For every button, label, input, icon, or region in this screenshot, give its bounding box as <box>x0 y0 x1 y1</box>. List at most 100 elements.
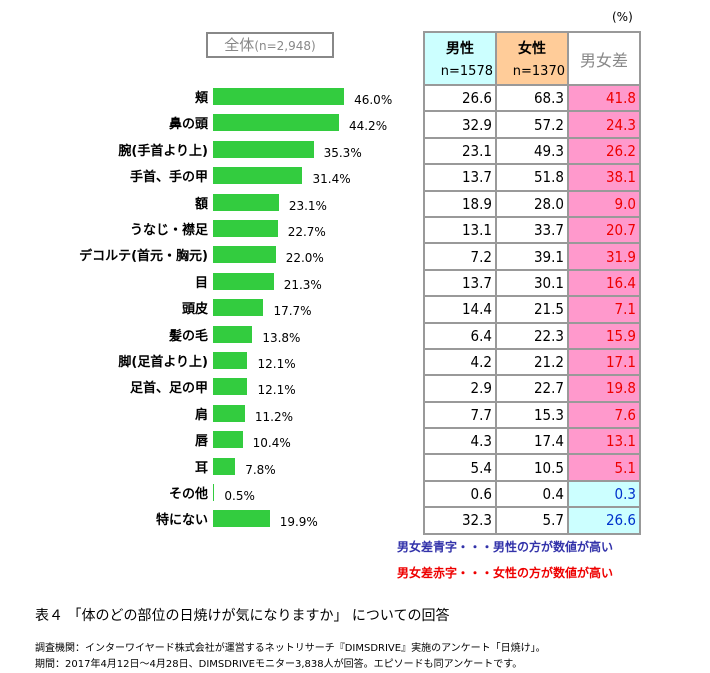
category-label: 唇 <box>194 434 208 450</box>
male-cell: 23.1 <box>423 136 497 166</box>
diff-cell: 20.7 <box>567 215 641 245</box>
category-label: 耳 <box>194 460 208 476</box>
male-cell: 4.2 <box>423 347 497 377</box>
male-cell: 32.3 <box>423 506 497 535</box>
category-label: 額 <box>194 196 208 212</box>
female-cell: 17.4 <box>495 427 569 456</box>
value-label: 44.2% <box>348 119 388 134</box>
bar <box>213 140 314 158</box>
category-label: デコルテ(首元・胸元) <box>79 249 208 265</box>
value-label: 22.0% <box>285 251 324 266</box>
table-row: 7.2 39.1 31.9 <box>423 242 641 271</box>
male-cell: 18.9 <box>423 189 497 218</box>
category-label: 肩 <box>194 407 208 423</box>
category-label: 腕(手首より上) <box>118 143 208 159</box>
bar <box>213 352 248 369</box>
header-n: n=1370 <box>512 64 565 79</box>
unit-note: (%) <box>612 10 633 24</box>
value-label: 13.8% <box>262 330 301 345</box>
table-row: 32.9 57.2 24.3 <box>423 110 641 139</box>
female-cell: 22.3 <box>495 321 569 350</box>
header-label: 男女差 <box>579 51 628 70</box>
category-label: 足首、足の甲 <box>129 381 208 397</box>
female-cell: 30.1 <box>495 268 569 298</box>
table-row: 13.1 33.7 20.7 <box>423 215 641 245</box>
total-n: (n=2,948) <box>254 39 316 53</box>
diff-cell: 9.0 <box>567 189 641 218</box>
header-label: 男性 <box>446 41 474 57</box>
category-label: 頬 <box>194 91 208 106</box>
value-label: 12.1% <box>257 383 296 398</box>
category-label: 手首、手の甲 <box>129 170 208 186</box>
value-label: 35.3% <box>323 145 362 160</box>
diff-cell: 26.2 <box>567 136 641 166</box>
value-label: 31.4% <box>312 172 351 187</box>
gender-table: 男性 n=1578 女性 n=1370 男女差 26.6 68.3 41.8 32.9 57.2… <box>423 31 641 535</box>
bar <box>213 193 279 211</box>
category-label: 特にない <box>155 513 208 529</box>
table-row: 2.9 22.7 19.8 <box>423 374 641 403</box>
diff-cell: 19.8 <box>567 374 641 403</box>
diff-cell: 24.3 <box>567 110 641 139</box>
value-label: 23.1% <box>288 198 327 213</box>
category-label: 頭皮 <box>181 302 208 318</box>
bar <box>213 246 276 264</box>
female-cell: 22.7 <box>495 374 569 403</box>
male-cell: 13.7 <box>423 163 497 192</box>
bar <box>213 114 339 132</box>
diff-cell: 15.9 <box>567 321 641 350</box>
value-label: 11.2% <box>254 409 294 424</box>
column-header: 女性 n=1370 <box>495 31 569 86</box>
male-cell: 4.3 <box>423 427 497 456</box>
male-cell: 13.7 <box>423 268 497 298</box>
bar <box>213 510 270 528</box>
column-header: 男女差 <box>567 31 641 86</box>
category-label: その他 <box>168 487 208 502</box>
category-label: 髪の毛 <box>168 328 208 344</box>
value-label: 19.9% <box>279 515 318 530</box>
source-line-2: 期間：2017年4月12日～4月28日、DIMSDRIVEモニター3,838人が… <box>35 659 523 670</box>
total-title-box: 全体(n=2,948) <box>206 32 334 58</box>
diff-cell: 31.9 <box>567 242 641 271</box>
category-label: うなじ・襟足 <box>129 223 208 238</box>
bar <box>213 220 278 237</box>
value-label: 22.7% <box>287 225 326 239</box>
male-cell: 26.6 <box>423 83 497 113</box>
female-cell: 28.0 <box>495 189 569 218</box>
bar <box>213 167 303 185</box>
table-row: 32.3 5.7 26.6 <box>423 506 641 535</box>
value-label: 10.4% <box>252 436 291 451</box>
column-header: 男性 n=1578 <box>423 31 497 86</box>
female-cell: 10.5 <box>495 453 569 482</box>
table-row: 7.7 15.3 7.6 <box>423 400 641 430</box>
table-row: 4.3 17.4 13.1 <box>423 427 641 456</box>
value-label: 12.1% <box>257 357 296 371</box>
category-label: 目 <box>194 275 208 291</box>
diff-cell: 38.1 <box>567 163 641 192</box>
bar <box>213 272 274 290</box>
note-red: 男女差赤字・・・女性の方が数値が高い <box>397 566 614 580</box>
table-row: 26.6 68.3 41.8 <box>423 83 641 113</box>
diff-cell: 26.6 <box>567 506 641 535</box>
bar <box>213 88 345 105</box>
bar <box>213 404 245 422</box>
male-cell: 0.6 <box>423 479 497 509</box>
chart-title: 全体 <box>224 36 255 54</box>
female-cell: 21.5 <box>495 295 569 324</box>
caption: 表４ 「体のどの部位の日焼けが気になりますか」 についての回答 <box>35 608 450 624</box>
diff-cell: 7.6 <box>567 400 641 430</box>
diff-cell: 41.8 <box>567 83 641 113</box>
male-cell: 2.9 <box>423 374 497 403</box>
diff-cell: 13.1 <box>567 427 641 456</box>
value-label: 46.0% <box>354 93 393 107</box>
bar <box>213 431 243 449</box>
table-row: 23.1 49.3 26.2 <box>423 136 641 166</box>
category-label: 脚(足首より上) <box>118 355 208 370</box>
female-cell: 0.4 <box>495 479 569 509</box>
header-label: 女性 <box>518 41 546 57</box>
header-n: n=1578 <box>440 64 493 79</box>
diff-cell: 16.4 <box>567 268 641 298</box>
female-cell: 33.7 <box>495 215 569 245</box>
table-row: 6.4 22.3 15.9 <box>423 321 641 350</box>
table-row: 14.4 21.5 7.1 <box>423 295 641 324</box>
